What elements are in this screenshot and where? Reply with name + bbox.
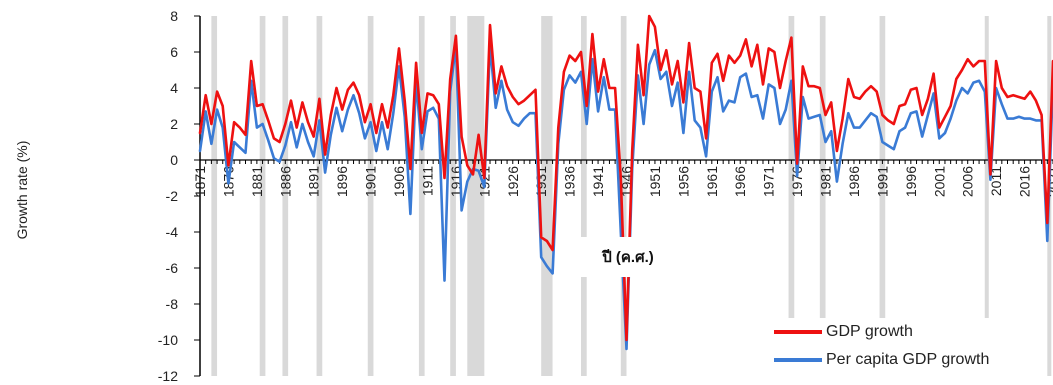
legend-swatch-gdp [774, 330, 822, 334]
legend: GDP growth Per capita GDP growth [774, 318, 1044, 380]
recession-band-11 [788, 16, 795, 376]
y-tick-label: 4 [170, 80, 178, 96]
x-tick-label: 1911 [419, 166, 435, 196]
recession-band-6 [450, 16, 456, 376]
recession-band-1 [259, 16, 266, 376]
x-tick-label: 1926 [505, 166, 521, 197]
y-tick-label: -10 [158, 332, 178, 348]
recession-band-2 [282, 16, 289, 376]
x-tick-label: 1971 [761, 166, 777, 197]
recession-band-13 [879, 16, 886, 376]
x-axis-label-box: ปี (ค.ศ.) [578, 237, 678, 277]
series-line-gdp-growth [198, 14, 1053, 342]
series-line-per-capita-gdp-growth [198, 43, 1053, 351]
legend-item-per-capita: Per capita GDP growth [774, 346, 1044, 374]
y-axis: 8 6 4 2 0 -2 -4 -6 -8 -10 -12 [158, 8, 201, 384]
recession-band-12 [819, 16, 826, 376]
x-tick-label: 1941 [590, 166, 606, 197]
legend-swatch-per-capita [774, 358, 822, 362]
y-tick-label: 0 [170, 152, 178, 168]
x-tick-label: 1896 [334, 166, 350, 197]
y-tick-label: -6 [166, 260, 179, 276]
recession-band-9 [581, 16, 587, 376]
y-axis-label: Growth rate (%) [14, 140, 30, 240]
x-tick-label: 1991 [874, 166, 890, 197]
x-axis: 1871 1876 1881 1886 1891 1896 1901 1906 1911 1916… [192, 159, 1053, 197]
y-tick-label: 6 [170, 44, 178, 60]
x-tick-label: 1871 [192, 166, 208, 197]
x-tick-label: 1956 [675, 166, 691, 197]
y-tick-label: 8 [170, 8, 178, 24]
x-tick-label: 2006 [960, 166, 976, 197]
recession-band-5 [418, 16, 425, 376]
x-tick-label: 1996 [903, 166, 919, 197]
x-tick-label: 1891 [306, 166, 322, 197]
legend-label-gdp: GDP growth [826, 323, 913, 340]
recession-band-8 [541, 16, 553, 376]
x-tick-label: 1886 [277, 166, 293, 197]
x-tick-label: 2016 [1017, 166, 1033, 197]
x-tick-label: 2001 [931, 166, 947, 197]
x-tick-label: 1966 [732, 166, 748, 197]
recession-band-4 [367, 16, 374, 376]
x-tick-label: 1906 [391, 166, 407, 197]
x-tick-label: 1981 [818, 166, 834, 197]
y-tick-label: -4 [166, 224, 179, 240]
recession-band-7 [467, 16, 485, 376]
recession-band-0 [211, 16, 218, 376]
recession-band-10 [620, 16, 627, 376]
recession-band-14 [984, 16, 989, 376]
x-tick-label: 1986 [846, 166, 862, 197]
legend-item-gdp: GDP growth [774, 318, 1044, 346]
x-tick-label: 1936 [562, 166, 578, 197]
series-lines [198, 14, 1053, 351]
y-tick-label: -2 [166, 188, 179, 204]
x-axis-label: ปี (ค.ศ.) [602, 249, 654, 266]
x-tick-label: 1931 [533, 166, 549, 197]
x-tick-label: 2011 [988, 166, 1004, 196]
recession-band-3 [316, 16, 323, 376]
legend-label-per-capita: Per capita GDP growth [826, 351, 990, 368]
x-tick-label: 1901 [363, 166, 379, 197]
x-tick-label: 1961 [704, 166, 720, 197]
recession-shading-group [211, 16, 1052, 376]
y-tick-label: -8 [166, 296, 179, 312]
y-tick-label: 2 [170, 116, 178, 132]
x-tick-label: 1976 [789, 166, 805, 197]
x-tick-label: 1881 [249, 166, 265, 197]
x-tick-label: 1951 [647, 166, 663, 197]
y-tick-label: -12 [158, 368, 178, 384]
